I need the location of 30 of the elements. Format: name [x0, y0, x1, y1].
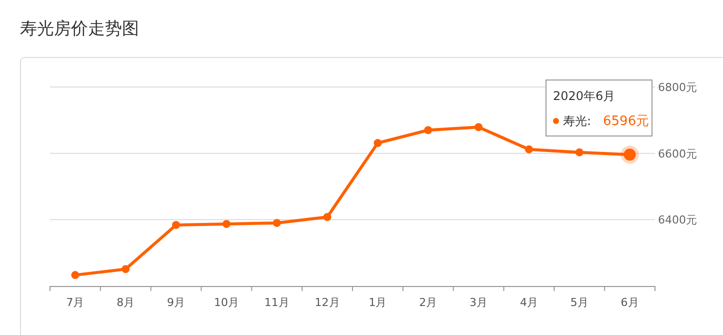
x-tick-label: 4月: [520, 296, 538, 309]
x-tick-label: 3月: [470, 296, 488, 309]
x-tick-label: 6月: [620, 296, 639, 309]
point: [374, 139, 382, 148]
x-tick-label: 5月: [570, 296, 588, 309]
data-label: 6596元: [603, 114, 650, 129]
annotation: 2020年6月: [553, 89, 616, 103]
x-tick-label: 7月: [66, 296, 84, 309]
x-tick-label: 9月: [167, 296, 186, 309]
y-tick-label: 6400元: [658, 214, 697, 227]
point: [272, 218, 281, 227]
y-tick-label: 6600元: [658, 147, 697, 160]
point: [71, 271, 80, 280]
point: [172, 220, 180, 229]
point: [122, 265, 130, 274]
chart-title: 寿光房价走势图: [20, 19, 139, 39]
point: [323, 213, 332, 222]
x-tick-label: 8月: [116, 296, 135, 309]
point: [474, 123, 483, 132]
legend-label: 寿光:: [563, 114, 592, 128]
point: [524, 145, 533, 154]
x-tick-label: 12月: [314, 296, 340, 309]
x-tick-label: 1月: [368, 296, 387, 309]
x-tick-label: 2月: [419, 296, 438, 309]
point: [424, 126, 432, 134]
y-tick-label: 6800元: [658, 81, 697, 94]
point: [575, 148, 584, 156]
x-tick-label: 11月: [264, 296, 290, 309]
point: [222, 220, 230, 228]
x-tick-label: 10月: [214, 296, 239, 309]
